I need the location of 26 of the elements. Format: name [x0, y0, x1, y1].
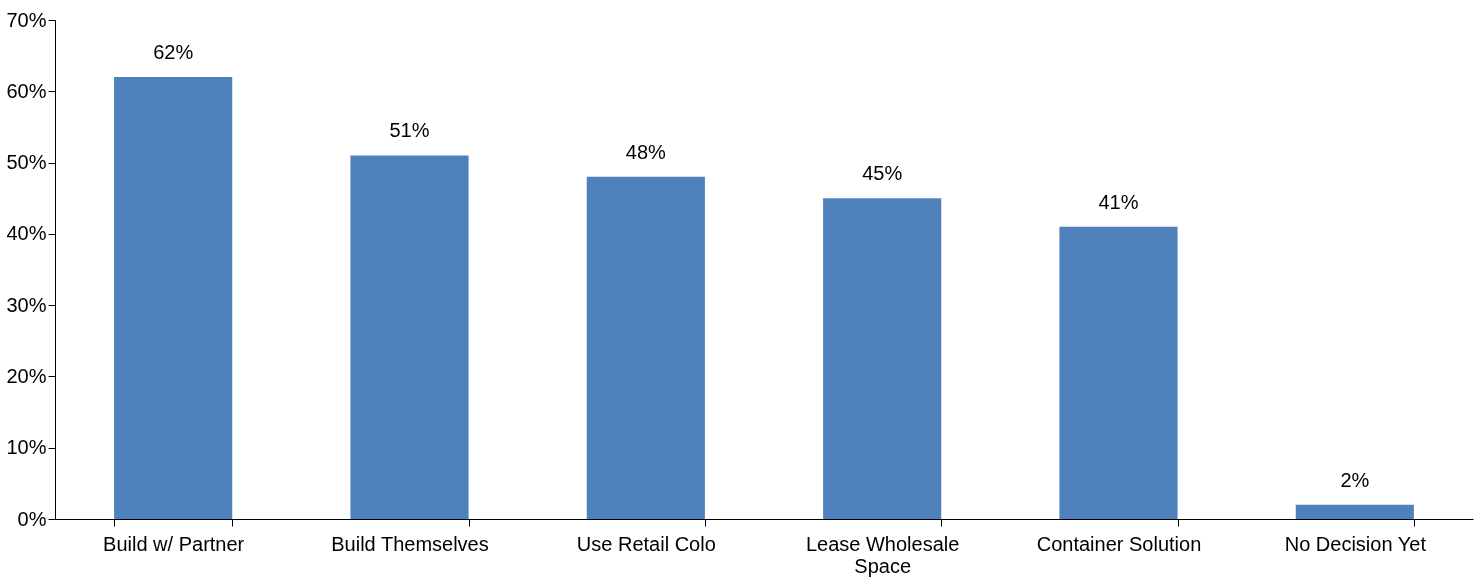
bar: [586, 176, 705, 519]
y-tick-label: 50%: [6, 151, 47, 174]
bar: [1059, 226, 1178, 519]
bar: [350, 155, 469, 519]
bar: [1295, 504, 1414, 519]
data-label: 41%: [1098, 190, 1139, 213]
y-tick-label: 40%: [6, 222, 47, 245]
data-label: 48%: [625, 140, 667, 163]
x-tick-label: Build Themselves: [331, 532, 489, 555]
x-tick-label: Use Retail Colo: [576, 532, 716, 555]
data-label: 51%: [389, 119, 430, 142]
data-label: 62%: [153, 41, 194, 64]
x-tick-label: Container Solution: [1036, 532, 1202, 555]
x-tick-label: Lease Wholesale Space: [805, 532, 960, 577]
data-label: 45%: [862, 162, 903, 185]
y-tick-label: 60%: [6, 79, 47, 102]
x-tick-label: No Decision Yet: [1284, 532, 1427, 555]
data-label: 2%: [1340, 468, 1370, 491]
y-tick-label: 0%: [17, 507, 47, 530]
x-tick-label: Build w/ Partner: [103, 532, 245, 555]
y-tick-label: 30%: [6, 293, 47, 316]
y-tick-label: 10%: [6, 436, 47, 459]
y-tick-label: 70%: [6, 8, 47, 31]
bar: [823, 198, 942, 519]
y-tick-label: 20%: [6, 364, 47, 387]
bar: [114, 77, 233, 519]
